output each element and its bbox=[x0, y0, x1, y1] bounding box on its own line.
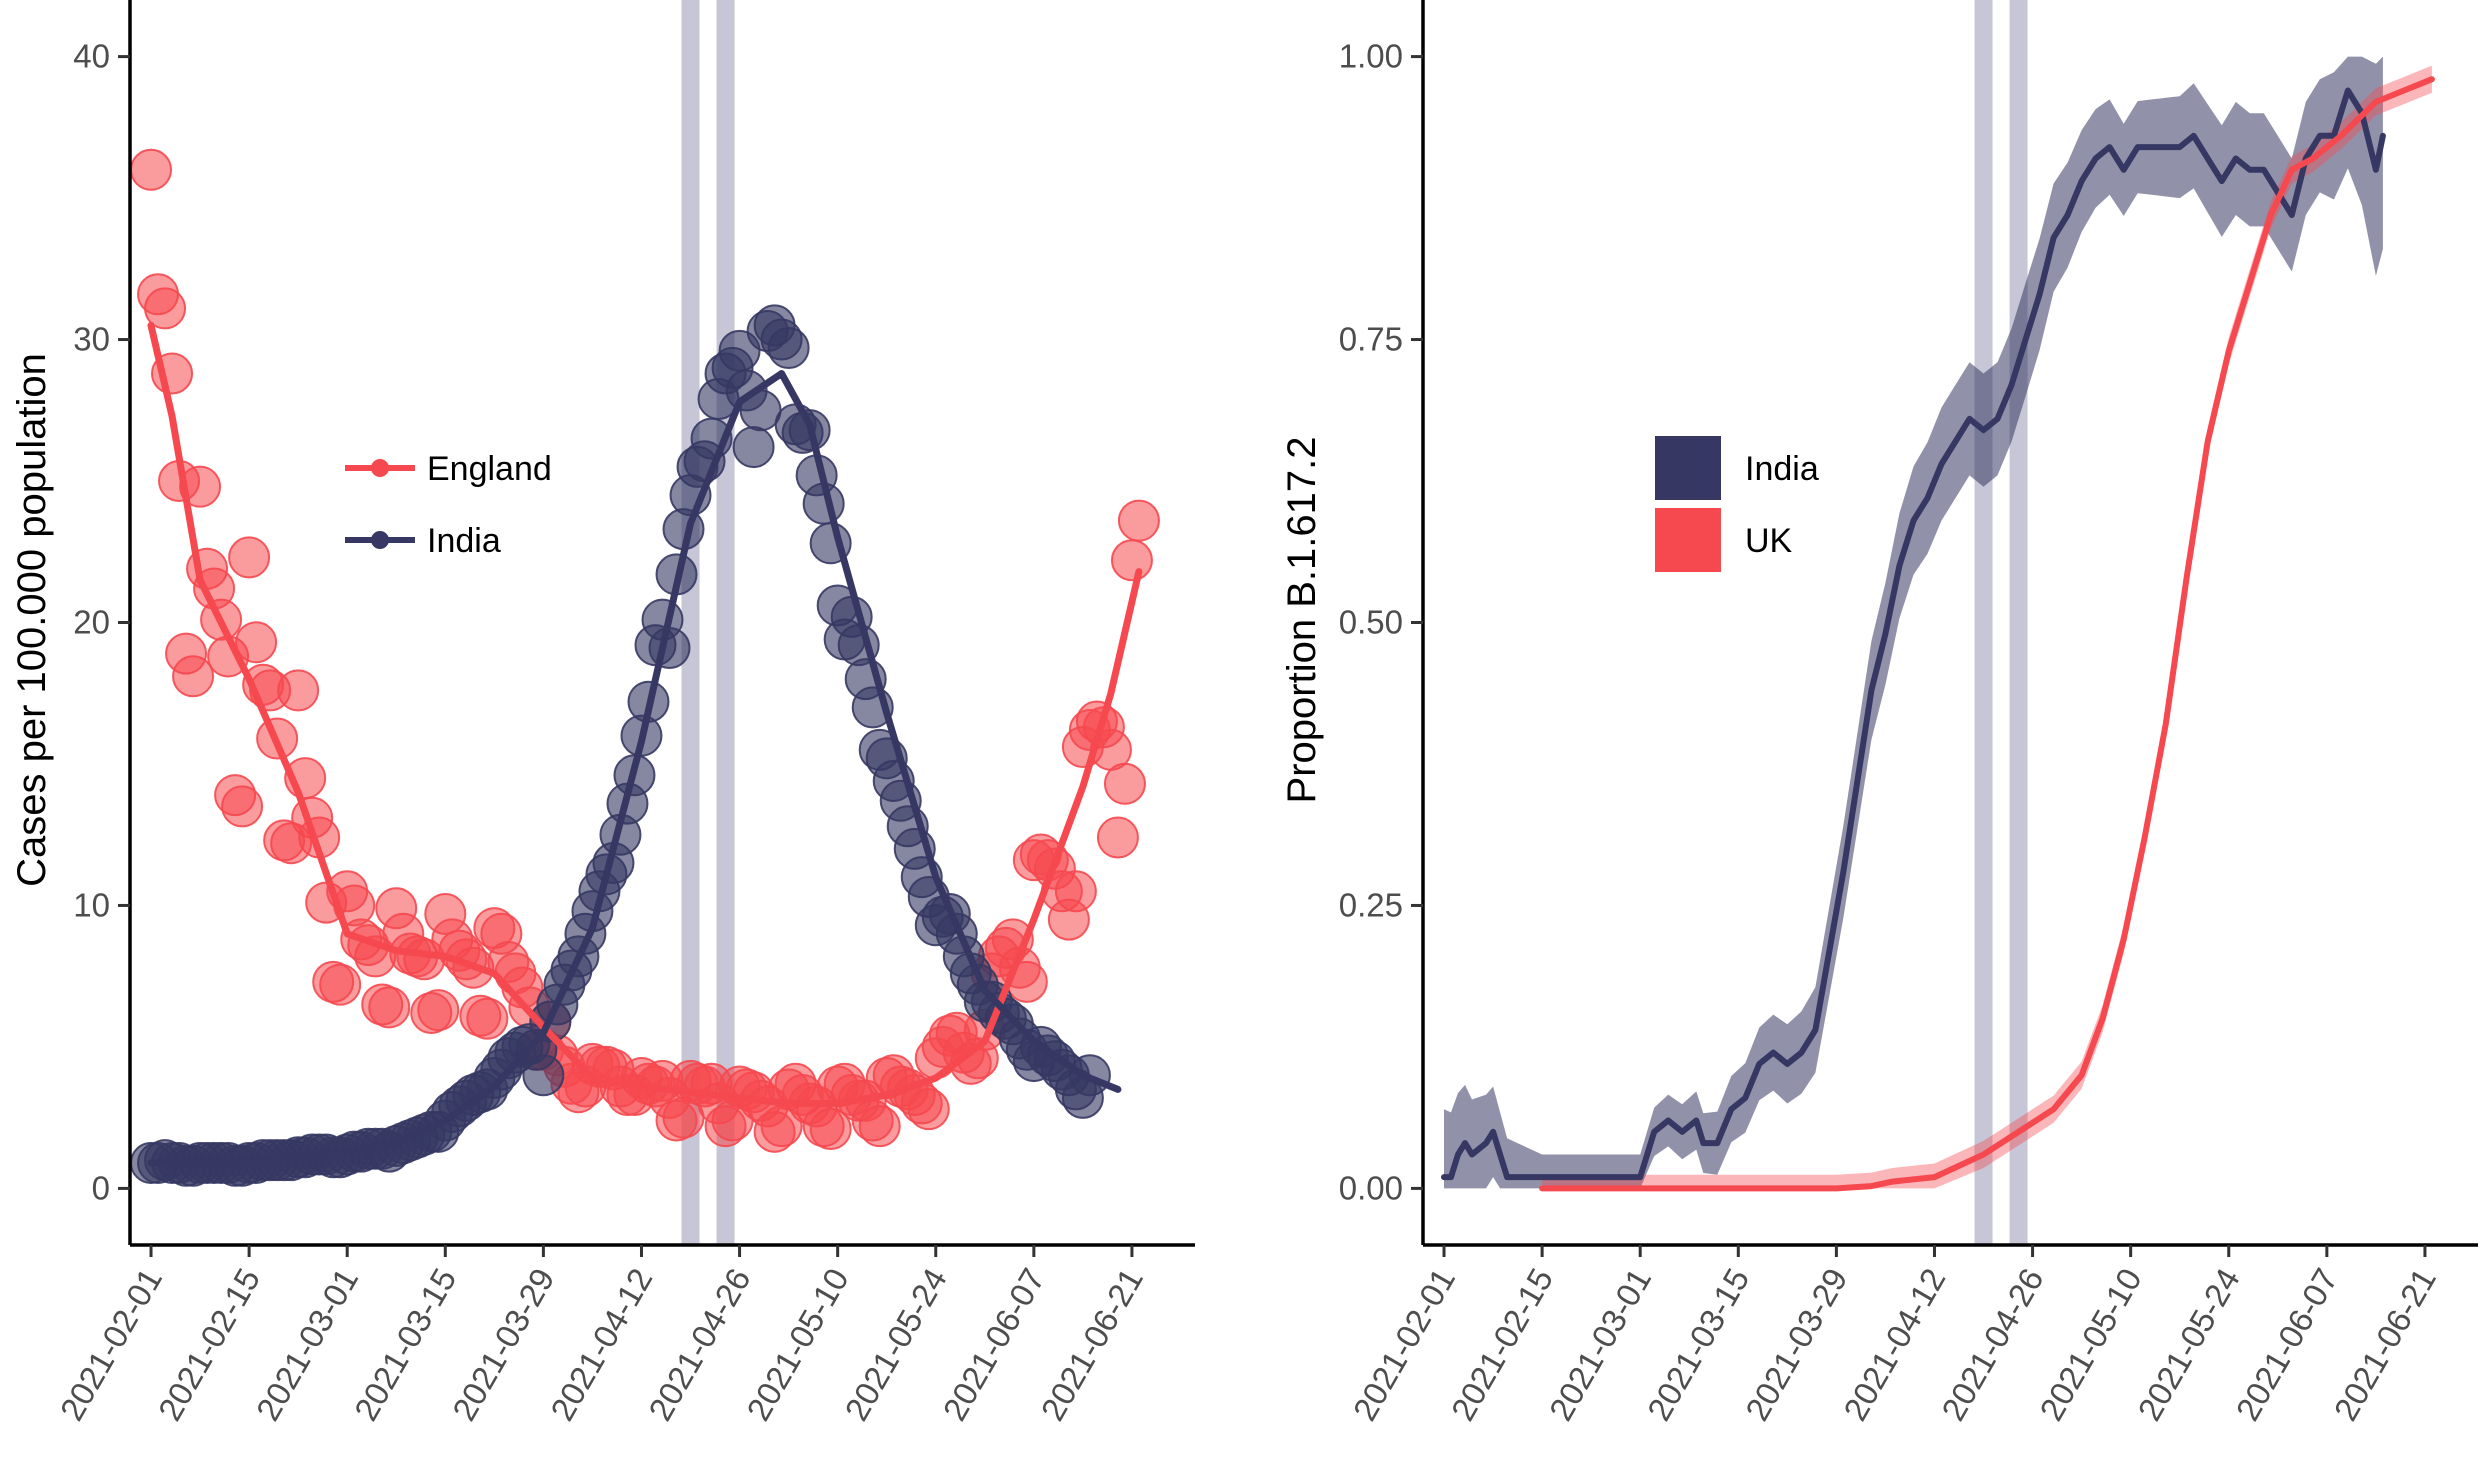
y-tick-label: 30 bbox=[73, 321, 110, 358]
legend-key-swatch bbox=[1655, 436, 1721, 500]
y-tick-label: 0.00 bbox=[1339, 1169, 1403, 1206]
legend-label: India bbox=[1745, 450, 1819, 488]
x-tick-label: 2021-03-01 bbox=[1542, 1262, 1658, 1427]
data-point-england bbox=[907, 1088, 950, 1131]
legend: India UK bbox=[1655, 436, 1819, 572]
y-axis-title: Cases per 100.000 population bbox=[10, 353, 54, 887]
x-tick-label: 2021-04-12 bbox=[543, 1262, 659, 1427]
x-tick-label: 2021-06-07 bbox=[935, 1262, 1051, 1427]
y-axis-title: Proportion B.1.617.2 bbox=[1280, 437, 1324, 804]
proportion-panel: 0.00 0.25 0.50 0.75 1.00 2021-02-012021-02-15… bbox=[1280, 0, 2478, 1427]
x-tick-label: 2021-03-01 bbox=[249, 1262, 365, 1427]
reference-vline bbox=[681, 0, 700, 1245]
data-point-england bbox=[1054, 870, 1097, 913]
trend-line-india bbox=[147, 370, 1122, 1167]
data-point-england bbox=[179, 465, 222, 508]
x-tick-label: 2021-03-15 bbox=[347, 1262, 463, 1427]
cases-panel: 0102030402021-02-012021-02-152021-03-012… bbox=[10, 0, 1195, 1427]
data-point-england bbox=[228, 536, 271, 579]
data-point-england bbox=[172, 655, 215, 698]
legend-label: India bbox=[427, 522, 501, 560]
data-point-india bbox=[522, 1054, 565, 1097]
data-point-england bbox=[417, 989, 460, 1032]
data-point-england bbox=[221, 785, 264, 828]
x-tick-label: 2021-06-21 bbox=[1034, 1262, 1150, 1427]
x-tick-label: 2021-05-24 bbox=[837, 1262, 953, 1427]
data-point-england bbox=[1096, 816, 1139, 859]
y-tick-label: 0.50 bbox=[1339, 604, 1403, 641]
legend-key-swatch bbox=[1655, 508, 1721, 572]
x-tick-label: 2021-03-29 bbox=[1738, 1262, 1854, 1427]
x-tick-label: 2021-02-01 bbox=[1346, 1262, 1462, 1427]
data-point-england bbox=[1103, 762, 1146, 805]
legend-key-dot bbox=[371, 459, 389, 477]
x-tick-label: 2021-05-10 bbox=[2032, 1262, 2148, 1427]
y-tick-label: 0.75 bbox=[1339, 321, 1403, 358]
y-tick-label: 40 bbox=[73, 38, 110, 75]
data-point-england bbox=[319, 963, 362, 1006]
x-tick-label: 2021-06-21 bbox=[2327, 1262, 2443, 1427]
x-tick-label: 2021-03-15 bbox=[1640, 1262, 1756, 1427]
reference-vline bbox=[2009, 0, 2028, 1245]
data-point-england bbox=[368, 986, 411, 1029]
legend: England India bbox=[345, 450, 552, 560]
x-tick-label: 2021-02-01 bbox=[53, 1262, 169, 1427]
data-point-india bbox=[648, 626, 691, 669]
x-tick-label: 2021-05-10 bbox=[739, 1262, 855, 1427]
reference-vline bbox=[716, 0, 735, 1245]
x-tick-label: 2021-03-29 bbox=[445, 1262, 561, 1427]
data-point-india bbox=[732, 426, 775, 469]
data-point-england bbox=[1110, 539, 1153, 582]
data-point-england bbox=[466, 997, 509, 1040]
y-tick-label: 20 bbox=[73, 604, 110, 641]
data-point-england bbox=[809, 1107, 852, 1150]
x-tick-label: 2021-04-12 bbox=[1836, 1262, 1952, 1427]
x-tick-label: 2021-05-24 bbox=[2130, 1262, 2246, 1427]
y-tick-label: 0 bbox=[92, 1169, 110, 1206]
x-tick-label: 2021-02-15 bbox=[1444, 1262, 1560, 1427]
data-point-england bbox=[1117, 499, 1160, 542]
legend-label: England bbox=[427, 450, 552, 488]
y-tick-label: 10 bbox=[73, 886, 110, 923]
data-point-england bbox=[277, 669, 320, 712]
data-point-england bbox=[130, 148, 173, 191]
legend-key-dot bbox=[371, 531, 389, 549]
data-point-england bbox=[235, 621, 278, 664]
data-point-england bbox=[858, 1105, 901, 1148]
trend-line-england bbox=[147, 321, 1143, 1107]
legend-label: UK bbox=[1745, 522, 1793, 560]
x-tick-label: 2021-02-15 bbox=[151, 1262, 267, 1427]
data-point-england bbox=[144, 287, 187, 330]
y-tick-label: 1.00 bbox=[1339, 38, 1403, 75]
x-tick-label: 2021-06-07 bbox=[2228, 1262, 2344, 1427]
x-tick-label: 2021-04-26 bbox=[641, 1262, 757, 1427]
x-tick-label: 2021-04-26 bbox=[1934, 1262, 2050, 1427]
y-tick-label: 0.25 bbox=[1339, 886, 1403, 923]
confidence-band-india bbox=[1444, 56, 2383, 1189]
series-line-uk bbox=[1539, 76, 2435, 1192]
data-point-india bbox=[767, 327, 810, 370]
series-line-india bbox=[1441, 87, 2386, 1181]
reference-vline bbox=[1974, 0, 1993, 1245]
